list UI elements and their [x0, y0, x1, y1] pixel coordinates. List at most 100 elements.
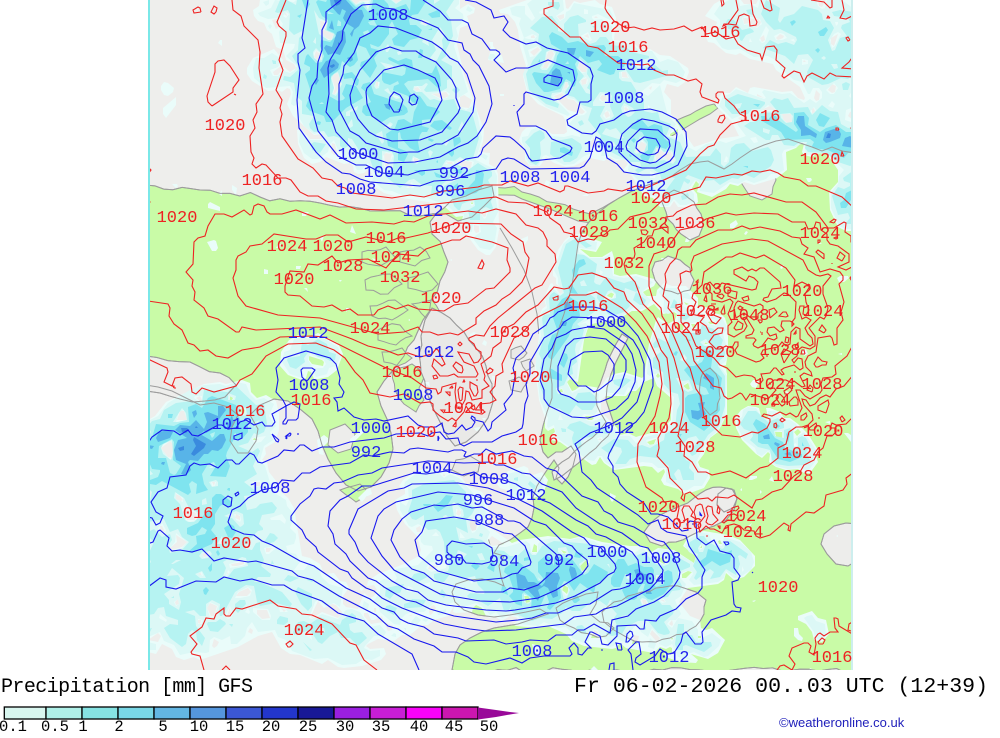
svg-text:1024: 1024 — [782, 445, 823, 464]
svg-text:1012: 1012 — [616, 57, 657, 76]
svg-text:1024: 1024 — [750, 392, 791, 411]
svg-text:1016: 1016 — [225, 403, 266, 422]
svg-text:1008: 1008 — [250, 480, 291, 499]
svg-text:1016: 1016 — [568, 298, 609, 317]
svg-text:1028: 1028 — [675, 439, 716, 458]
svg-text:1016: 1016 — [578, 208, 619, 227]
svg-text:2: 2 — [114, 718, 123, 733]
svg-text:1032: 1032 — [628, 215, 669, 234]
svg-text:988: 988 — [474, 512, 505, 531]
svg-text:1024: 1024 — [649, 420, 690, 439]
svg-text:1028: 1028 — [760, 342, 801, 361]
svg-text:1004: 1004 — [412, 460, 453, 479]
svg-text:1032: 1032 — [380, 269, 421, 288]
svg-text:1016: 1016 — [382, 364, 423, 383]
svg-text:1008: 1008 — [641, 550, 682, 569]
svg-text:30: 30 — [336, 718, 355, 733]
svg-text:0.1: 0.1 — [0, 718, 27, 733]
svg-text:1020: 1020 — [274, 271, 315, 290]
svg-text:1020: 1020 — [590, 19, 631, 38]
svg-text:1000: 1000 — [338, 146, 379, 165]
svg-text:1016: 1016 — [608, 39, 649, 58]
svg-text:1024: 1024 — [371, 249, 412, 268]
svg-text:1012: 1012 — [414, 344, 455, 363]
svg-text:1012: 1012 — [212, 416, 253, 435]
svg-text:1024: 1024 — [284, 622, 325, 641]
svg-text:0.5: 0.5 — [41, 718, 69, 733]
svg-text:10: 10 — [190, 718, 209, 733]
svg-text:1024: 1024 — [755, 376, 796, 395]
svg-text:1020: 1020 — [510, 369, 551, 388]
svg-text:Fr 06-02-2026 00..03 UTC (12+3: Fr 06-02-2026 00..03 UTC (12+39) — [574, 675, 988, 699]
svg-text:1020: 1020 — [782, 283, 823, 302]
svg-text:1012: 1012 — [403, 203, 444, 222]
svg-text:1020: 1020 — [800, 151, 841, 170]
svg-text:1028: 1028 — [676, 303, 717, 322]
svg-text:1020: 1020 — [421, 290, 462, 309]
svg-text:1036: 1036 — [692, 281, 733, 300]
svg-text:1048: 1048 — [729, 307, 770, 326]
svg-text:1012: 1012 — [594, 420, 635, 439]
svg-text:Precipitation [mm] GFS: Precipitation [mm] GFS — [1, 676, 253, 699]
svg-text:1008: 1008 — [500, 169, 541, 188]
svg-text:45: 45 — [445, 718, 464, 733]
svg-text:40: 40 — [410, 718, 429, 733]
svg-text:1032: 1032 — [604, 255, 645, 274]
svg-text:1008: 1008 — [289, 377, 330, 396]
svg-text:1012: 1012 — [288, 325, 329, 344]
svg-text:1020: 1020 — [803, 423, 844, 442]
svg-text:50: 50 — [480, 718, 499, 733]
svg-text:984: 984 — [489, 553, 520, 572]
svg-text:1024: 1024 — [726, 508, 767, 527]
svg-text:35: 35 — [372, 718, 391, 733]
svg-text:1: 1 — [78, 718, 87, 733]
svg-text:1008: 1008 — [368, 7, 409, 26]
svg-text:1008: 1008 — [336, 181, 377, 200]
svg-text:1016: 1016 — [518, 432, 559, 451]
svg-text:15: 15 — [226, 718, 245, 733]
svg-text:1016: 1016 — [662, 516, 703, 535]
svg-text:996: 996 — [435, 183, 466, 202]
svg-text:1024: 1024 — [444, 400, 485, 419]
svg-text:1036: 1036 — [675, 215, 716, 234]
svg-text:980: 980 — [434, 552, 465, 571]
svg-text:1028: 1028 — [802, 376, 843, 395]
svg-text:1020: 1020 — [431, 220, 472, 239]
svg-text:1024: 1024 — [350, 320, 391, 339]
svg-text:1016: 1016 — [701, 413, 742, 432]
svg-text:1016: 1016 — [173, 505, 214, 524]
svg-text:1020: 1020 — [695, 344, 736, 363]
svg-text:1024: 1024 — [661, 320, 702, 339]
svg-text:992: 992 — [439, 165, 470, 184]
svg-text:5: 5 — [158, 718, 167, 733]
svg-text:1004: 1004 — [364, 164, 405, 183]
svg-text:1028: 1028 — [490, 324, 531, 343]
svg-text:1028: 1028 — [569, 224, 610, 243]
svg-text:1004: 1004 — [550, 169, 591, 188]
svg-text:1012: 1012 — [649, 649, 690, 668]
svg-text:1012: 1012 — [626, 178, 667, 197]
svg-text:1020: 1020 — [638, 499, 679, 518]
svg-text:1020: 1020 — [157, 209, 198, 228]
svg-text:1020: 1020 — [205, 117, 246, 136]
svg-text:1020: 1020 — [396, 424, 437, 443]
svg-text:1000: 1000 — [587, 544, 628, 563]
svg-text:1008: 1008 — [512, 643, 553, 662]
svg-text:©weatheronline.co.uk: ©weatheronline.co.uk — [779, 715, 905, 730]
svg-text:25: 25 — [299, 718, 318, 733]
svg-text:20: 20 — [262, 718, 281, 733]
svg-text:1012: 1012 — [506, 487, 547, 506]
svg-text:1024: 1024 — [267, 238, 308, 257]
svg-text:1004: 1004 — [584, 139, 625, 158]
svg-text:1040: 1040 — [636, 235, 677, 254]
svg-text:1008: 1008 — [604, 90, 645, 109]
svg-text:1008: 1008 — [393, 387, 434, 406]
svg-text:1016: 1016 — [242, 172, 283, 191]
svg-text:1024: 1024 — [803, 303, 844, 322]
svg-text:1000: 1000 — [586, 314, 627, 333]
svg-text:996: 996 — [463, 492, 494, 511]
svg-text:1016: 1016 — [740, 108, 781, 127]
svg-text:1024: 1024 — [533, 203, 574, 222]
svg-text:1008: 1008 — [469, 471, 510, 490]
svg-text:1004: 1004 — [625, 571, 666, 590]
